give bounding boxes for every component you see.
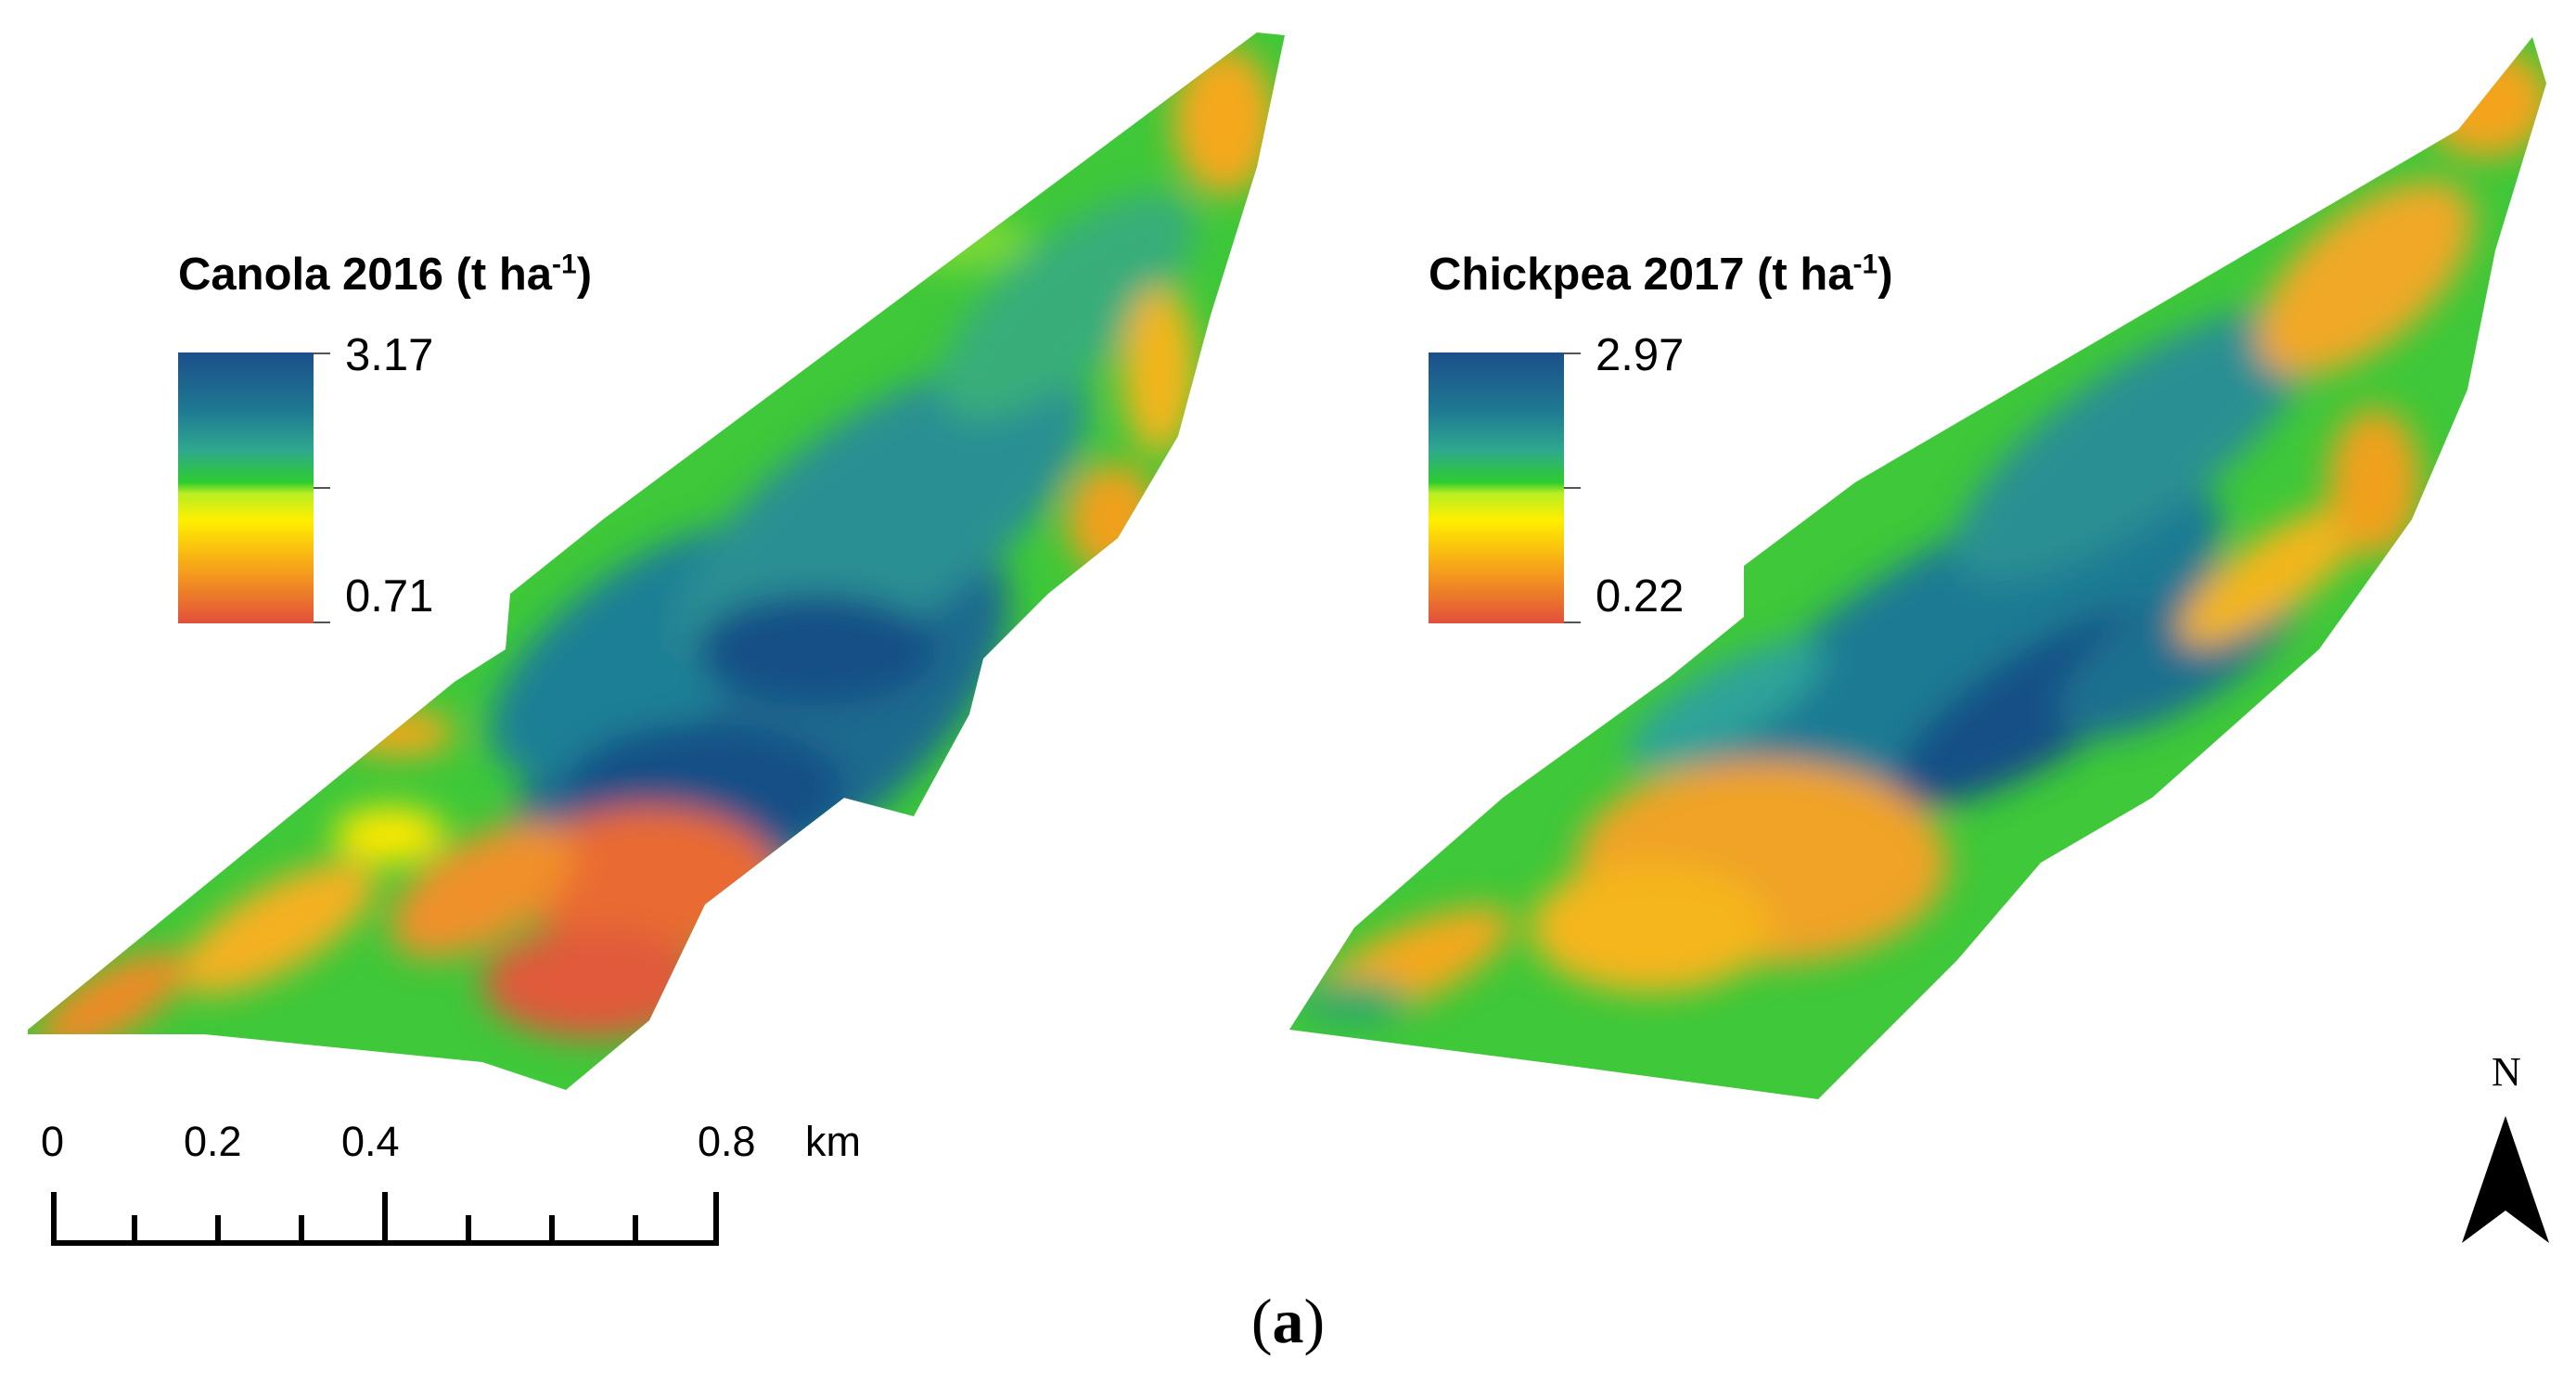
chickpea-legend-title: Chickpea 2017 (t ha-1) [1429, 249, 1893, 300]
chickpea-legend-min: 0.22 [1596, 571, 1685, 622]
canola-legend-title: Canola 2016 (t ha-1) [178, 249, 593, 300]
chickpea-legend-ramp [1429, 352, 1564, 623]
canola-legend-min: 0.71 [345, 571, 434, 622]
chickpea-legend-max: 2.97 [1596, 330, 1685, 380]
figure-caption: (a) [1250, 1286, 1326, 1356]
north-label: N [2492, 1049, 2521, 1095]
canola-legend-ramp [178, 352, 314, 623]
scale-label-0: 0 [41, 1118, 65, 1165]
scale-label-0-2: 0.2 [184, 1118, 242, 1165]
scale-label-0-8: 0.8 [698, 1118, 756, 1165]
north-arrow-icon [2462, 1116, 2549, 1243]
scale-unit: km [805, 1118, 861, 1165]
canola-legend-max: 3.17 [345, 330, 434, 380]
scale-bar [51, 1192, 719, 1246]
scale-label-0-4: 0.4 [341, 1118, 400, 1165]
